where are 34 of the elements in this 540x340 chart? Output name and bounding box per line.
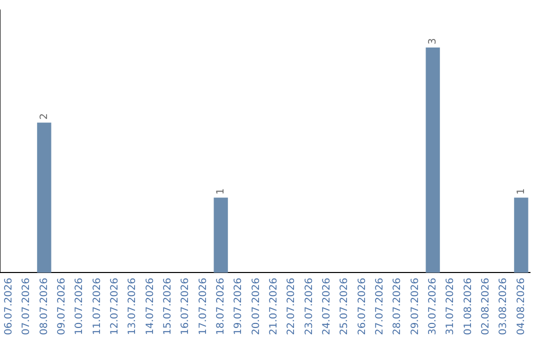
x-tick-label: 25.07.2026 xyxy=(339,278,350,336)
x-tick-label: 02.08.2026 xyxy=(480,278,492,336)
x-tick-label: 26.07.2026 xyxy=(356,278,368,336)
x-tick-label: 24.07.2026 xyxy=(321,278,332,336)
x-tick-label: 23.07.2026 xyxy=(304,278,315,336)
data-label: 1 xyxy=(516,188,527,195)
x-tick-label: 11.07.2026 xyxy=(92,278,103,336)
x-tick-label: 30.07.2026 xyxy=(427,278,438,336)
x-tick-label: 20.07.2026 xyxy=(250,278,262,336)
x-tick-label: 19.07.2026 xyxy=(233,278,244,336)
x-tick-label: 17.07.2026 xyxy=(198,278,209,336)
data-label: 1 xyxy=(215,188,226,195)
data-label: 3 xyxy=(427,38,438,45)
x-tick-label: 09.07.2026 xyxy=(56,278,68,336)
x-tick-label: 14.07.2026 xyxy=(144,278,156,336)
x-tick-label: 28.07.2026 xyxy=(392,278,404,336)
x-tick-label: 08.07.2026 xyxy=(38,278,50,336)
x-tick-label: 21.07.2026 xyxy=(268,278,280,336)
x-tick-label: 03.08.2026 xyxy=(498,278,510,336)
x-tick-label: 16.07.2026 xyxy=(180,278,192,336)
x-tick-label: 27.07.2026 xyxy=(374,278,386,336)
x-tick-label: 15.07.2026 xyxy=(162,278,174,336)
x-tick-label: 04.08.2026 xyxy=(516,278,527,336)
x-tick-label: 07.07.2026 xyxy=(21,278,32,336)
x-tick-label: 22.07.2026 xyxy=(286,278,298,336)
x-tick-label: 29.07.2026 xyxy=(410,278,421,336)
x-tick-label: 31.07.2026 xyxy=(445,278,456,336)
data-label: 2 xyxy=(38,113,50,120)
x-tick-label: 13.07.2026 xyxy=(127,278,138,336)
x-tick-label: 12.07.2026 xyxy=(109,278,120,336)
x-tick-label: 18.07.2026 xyxy=(215,278,226,336)
x-tick-label: 10.07.2026 xyxy=(74,278,86,336)
x-tick-label: 06.07.2026 xyxy=(3,278,14,336)
x-tick-label: 01.08.2026 xyxy=(462,278,474,336)
